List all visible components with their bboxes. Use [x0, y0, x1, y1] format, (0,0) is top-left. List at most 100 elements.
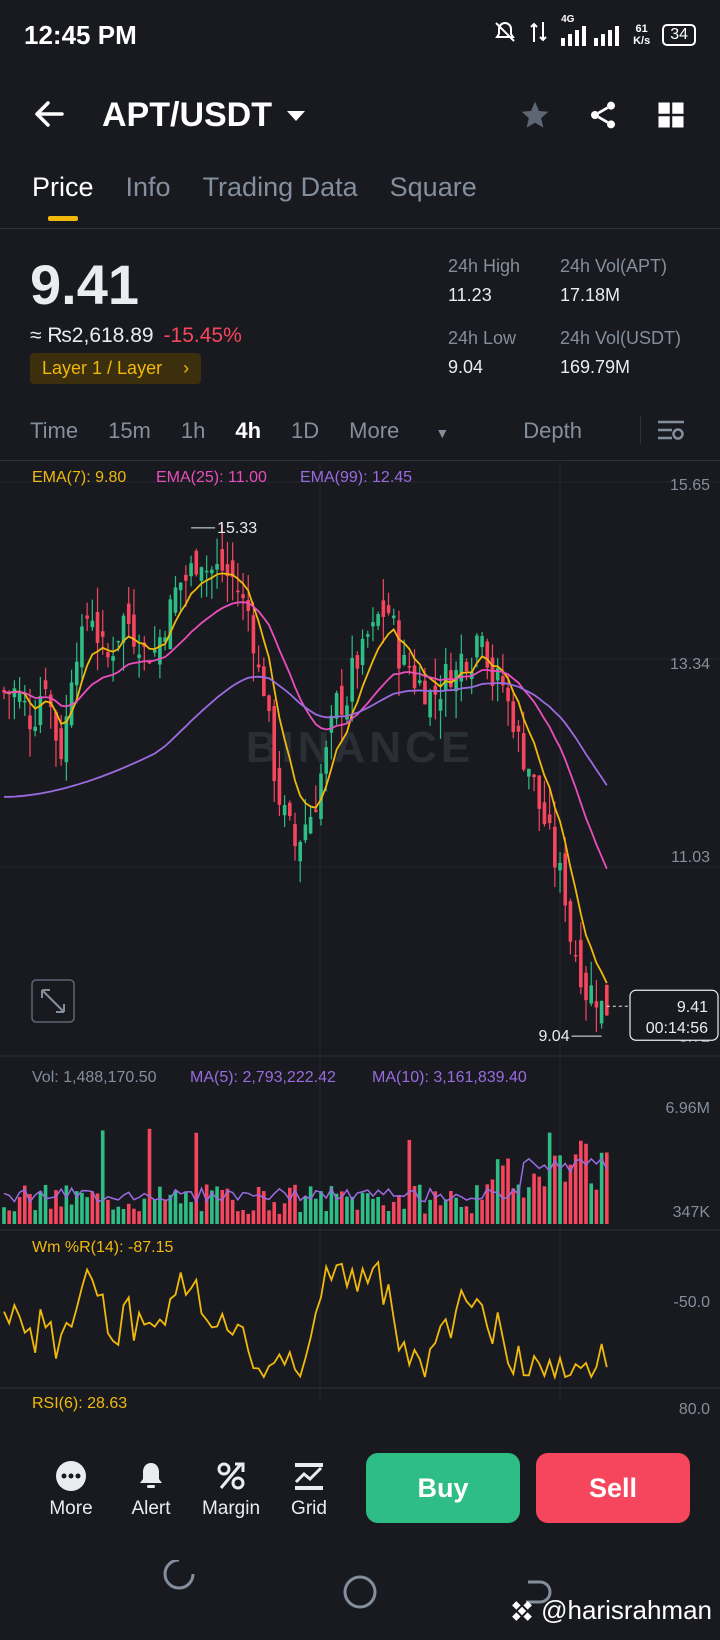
interval-1h[interactable]: 1h [180, 418, 206, 443]
layout-button[interactable] [652, 96, 690, 134]
volume-bar [360, 1192, 365, 1224]
volume-bar [511, 1188, 516, 1224]
volume-bar [537, 1176, 542, 1224]
volume-bar [12, 1211, 17, 1224]
home-icon[interactable] [343, 1575, 377, 1609]
price-axis-label: 11.03 [671, 849, 710, 866]
volume-bar [74, 1191, 79, 1224]
interval-more[interactable]: More ▼ [349, 418, 479, 444]
interval-time[interactable]: Time [30, 418, 79, 443]
candle-body [54, 711, 58, 741]
ma5-legend: MA(5): 2,793,222.42 [190, 1069, 336, 1086]
last-price: 9.41 [30, 253, 139, 316]
candle-body [579, 939, 583, 988]
interval-separator [640, 416, 641, 444]
candle-body [132, 614, 136, 647]
wr-line [3, 1260, 608, 1381]
volume-bar [376, 1197, 380, 1224]
grid-layout-icon [658, 102, 684, 128]
star-icon [521, 101, 549, 128]
rsi-axis-label: 80.0 [679, 1401, 710, 1418]
alert-button[interactable]: Alert [116, 1460, 186, 1520]
volume-bar [210, 1190, 214, 1224]
share-icon [591, 101, 615, 129]
volume-bar [501, 1165, 505, 1224]
chart-settings-button[interactable] [656, 416, 686, 449]
candle-body [594, 1001, 599, 1008]
volume-bar [428, 1199, 432, 1224]
tab-trading-data[interactable]: Trading Data [202, 172, 358, 202]
grid-label: Grid [291, 1498, 327, 1519]
volume-bar [38, 1191, 43, 1224]
bell-icon [140, 1463, 162, 1488]
back-button[interactable] [28, 92, 72, 136]
volume-bar [7, 1210, 11, 1224]
volume-bar [142, 1198, 147, 1224]
volume-bar [262, 1191, 266, 1224]
tab-square[interactable]: Square [389, 172, 477, 202]
more-button[interactable]: More [36, 1460, 106, 1520]
candle-body [319, 773, 323, 820]
depth-tab[interactable]: Depth [523, 418, 582, 443]
volume-bar [506, 1158, 510, 1224]
volume-bar [350, 1196, 354, 1224]
volume-bar [443, 1199, 448, 1224]
candle-body [381, 600, 386, 618]
candle-body [173, 587, 178, 613]
candle-body [350, 657, 354, 702]
back-nav-icon[interactable] [526, 1580, 552, 1604]
volume-bar [547, 1132, 552, 1224]
candle-body [386, 605, 391, 614]
candle-body [2, 689, 6, 693]
candle-body [423, 680, 427, 705]
candle-body [251, 615, 256, 654]
volume-bar [17, 1197, 22, 1224]
sell-button[interactable]: Sell [536, 1453, 690, 1523]
expand-chart-button[interactable] [31, 979, 75, 1023]
candle-body [355, 655, 360, 669]
pair-selector[interactable]: APT/USDT [102, 96, 306, 135]
candle-body [116, 640, 121, 643]
candle-body [288, 802, 292, 817]
grid-button[interactable]: Grid [274, 1460, 344, 1520]
candle-body [215, 564, 219, 570]
volume-bar [158, 1186, 162, 1224]
favorite-button[interactable] [516, 96, 554, 134]
volume-bar [553, 1155, 557, 1224]
candle-body [360, 638, 365, 666]
volume-bar [121, 1208, 126, 1224]
low-marker-label: 9.04 [538, 1028, 569, 1045]
volume-bar [288, 1187, 292, 1224]
candle-body [241, 594, 245, 599]
volume-bar [490, 1179, 495, 1224]
recents-icon[interactable] [163, 1560, 195, 1590]
tab-price[interactable]: Price [32, 172, 94, 221]
share-button[interactable] [584, 96, 622, 134]
margin-button[interactable]: Margin [196, 1460, 266, 1520]
candle-body [204, 570, 209, 573]
volume-bar [272, 1202, 277, 1224]
candle-body [568, 901, 573, 942]
volume-bar [282, 1203, 287, 1224]
volume-bar [277, 1213, 282, 1224]
volume-bar [236, 1211, 240, 1224]
interval-4h[interactable]: 4h [235, 418, 262, 443]
interval-1d[interactable]: 1D [291, 418, 320, 443]
buy-button[interactable]: Buy [366, 1453, 520, 1523]
candle-body [152, 649, 157, 653]
tab-info[interactable]: Info [125, 172, 171, 202]
volume-bar [54, 1190, 58, 1224]
interval-15m[interactable]: 15m [108, 418, 151, 443]
volume-bar [542, 1186, 547, 1224]
volume-bar [215, 1186, 219, 1224]
candle-body [163, 637, 167, 642]
credit-handle: @harisrahman [541, 1595, 712, 1625]
pair-name: APT/USDT [102, 96, 272, 134]
volume-bar [251, 1210, 256, 1224]
category-badge[interactable]: Layer 1 / Layer › [30, 353, 202, 384]
candle-body [329, 715, 334, 733]
volume-bar [298, 1211, 303, 1224]
candle-body [547, 814, 552, 824]
vol-axis-max: 6.96M [666, 1100, 710, 1117]
